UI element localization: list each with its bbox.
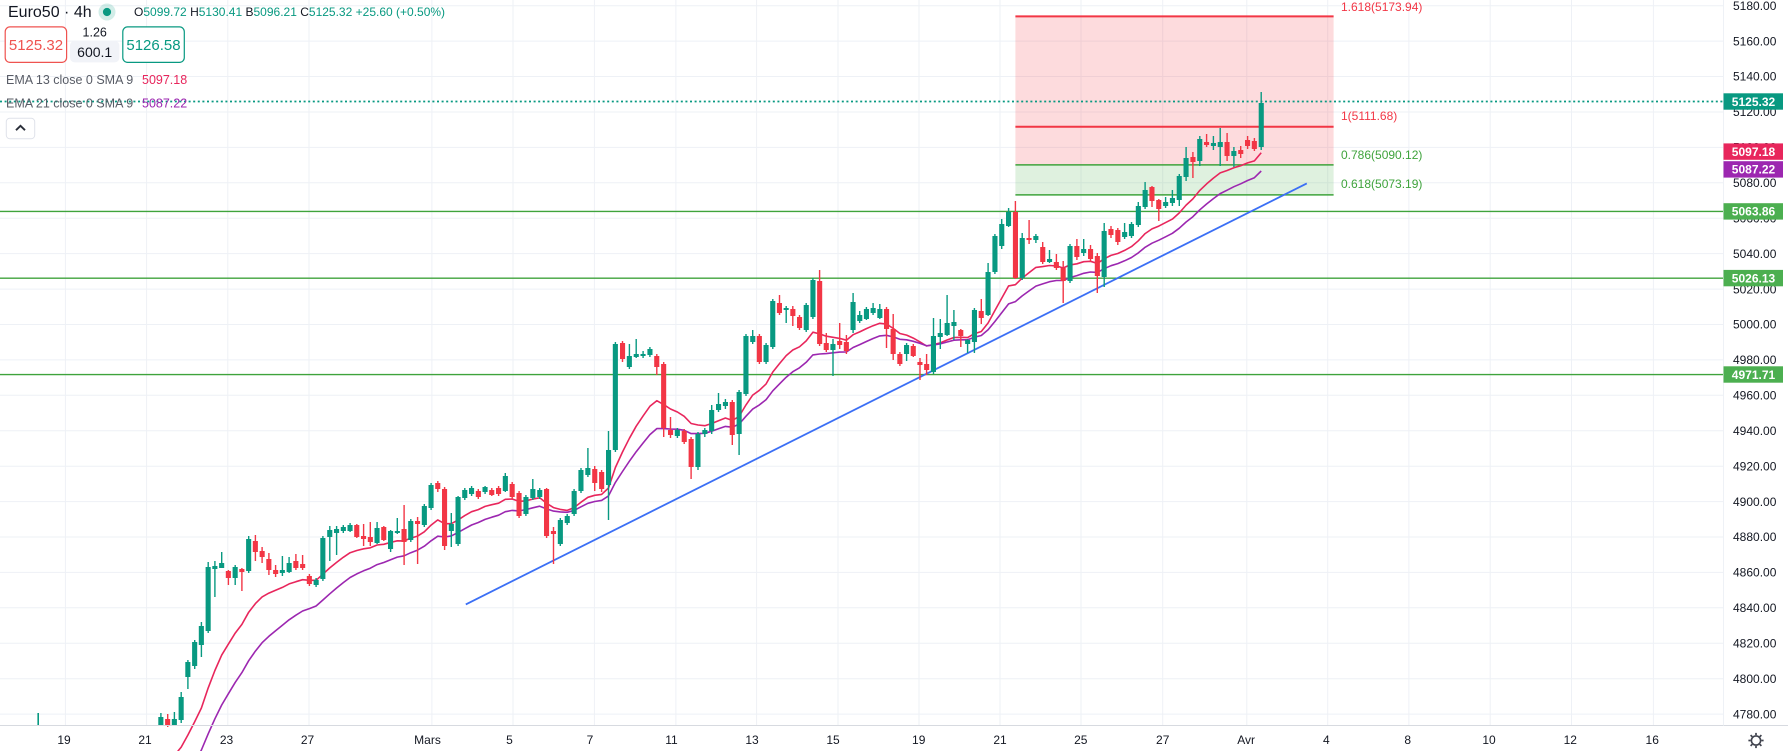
svg-text:8: 8 [1404,733,1411,747]
svg-text:4960.00: 4960.00 [1733,389,1777,403]
svg-text:25: 25 [1074,733,1088,747]
svg-text:12: 12 [1564,733,1578,747]
svg-text:4860.00: 4860.00 [1733,566,1777,580]
svg-text:5097.18: 5097.18 [142,73,187,87]
svg-text:Euro50 · 4h: Euro50 · 4h [8,4,92,21]
svg-text:O5099.72 H5130.41 B5096.21 C51: O5099.72 H5130.41 B5096.21 C5125.32 +25.… [134,5,445,19]
svg-text:23: 23 [220,733,234,747]
svg-text:5026.13: 5026.13 [1732,271,1776,285]
svg-text:19: 19 [912,733,926,747]
svg-text:Avr: Avr [1237,733,1255,747]
svg-text:16: 16 [1646,733,1660,747]
svg-text:15: 15 [826,733,840,747]
svg-text:Mars: Mars [414,733,441,747]
svg-text:4880.00: 4880.00 [1733,530,1777,544]
svg-text:10: 10 [1482,733,1496,747]
svg-text:5000.00: 5000.00 [1733,318,1777,332]
svg-text:4780.00: 4780.00 [1733,707,1777,721]
svg-text:4840.00: 4840.00 [1733,601,1777,615]
svg-text:5126.58: 5126.58 [126,37,180,54]
svg-text:4800.00: 4800.00 [1733,672,1777,686]
svg-text:0.786(5090.12): 0.786(5090.12) [1341,148,1422,162]
svg-text:1.618(5173.94): 1.618(5173.94) [1341,0,1422,14]
svg-text:5125.32: 5125.32 [9,37,63,54]
svg-text:600.1: 600.1 [77,44,112,60]
svg-text:5087.22: 5087.22 [1732,163,1776,177]
svg-text:27: 27 [301,733,315,747]
svg-text:4: 4 [1323,733,1330,747]
svg-text:13: 13 [745,733,759,747]
svg-text:21: 21 [138,733,152,747]
svg-text:4971.71: 4971.71 [1732,368,1776,382]
svg-text:5180.00: 5180.00 [1733,0,1777,13]
svg-text:5140.00: 5140.00 [1733,70,1777,84]
svg-text:4820.00: 4820.00 [1733,637,1777,651]
svg-text:21: 21 [993,733,1007,747]
svg-text:1(5111.68): 1(5111.68) [1341,109,1397,123]
svg-text:5040.00: 5040.00 [1733,247,1777,261]
svg-text:0.618(5073.19): 0.618(5073.19) [1341,177,1422,191]
svg-text:EMA 21 close 0 SMA 9: EMA 21 close 0 SMA 9 [6,97,133,111]
svg-text:11: 11 [665,733,678,747]
svg-text:7: 7 [587,733,594,747]
svg-text:5080.00: 5080.00 [1733,176,1777,190]
svg-text:5087.22: 5087.22 [142,97,187,111]
svg-text:5063.86: 5063.86 [1732,205,1776,219]
svg-text:4900.00: 4900.00 [1733,495,1777,509]
svg-text:EMA 13 close 0 SMA 9: EMA 13 close 0 SMA 9 [6,73,133,87]
svg-text:5: 5 [506,733,513,747]
svg-text:4920.00: 4920.00 [1733,459,1777,473]
svg-text:5160.00: 5160.00 [1733,34,1777,48]
svg-text:5125.32: 5125.32 [1732,95,1776,109]
svg-text:27: 27 [1156,733,1170,747]
svg-text:5097.18: 5097.18 [1732,145,1776,159]
svg-text:4940.00: 4940.00 [1733,424,1777,438]
svg-text:19: 19 [57,733,71,747]
svg-text:1.26: 1.26 [83,26,107,40]
svg-text:4980.00: 4980.00 [1733,353,1777,367]
